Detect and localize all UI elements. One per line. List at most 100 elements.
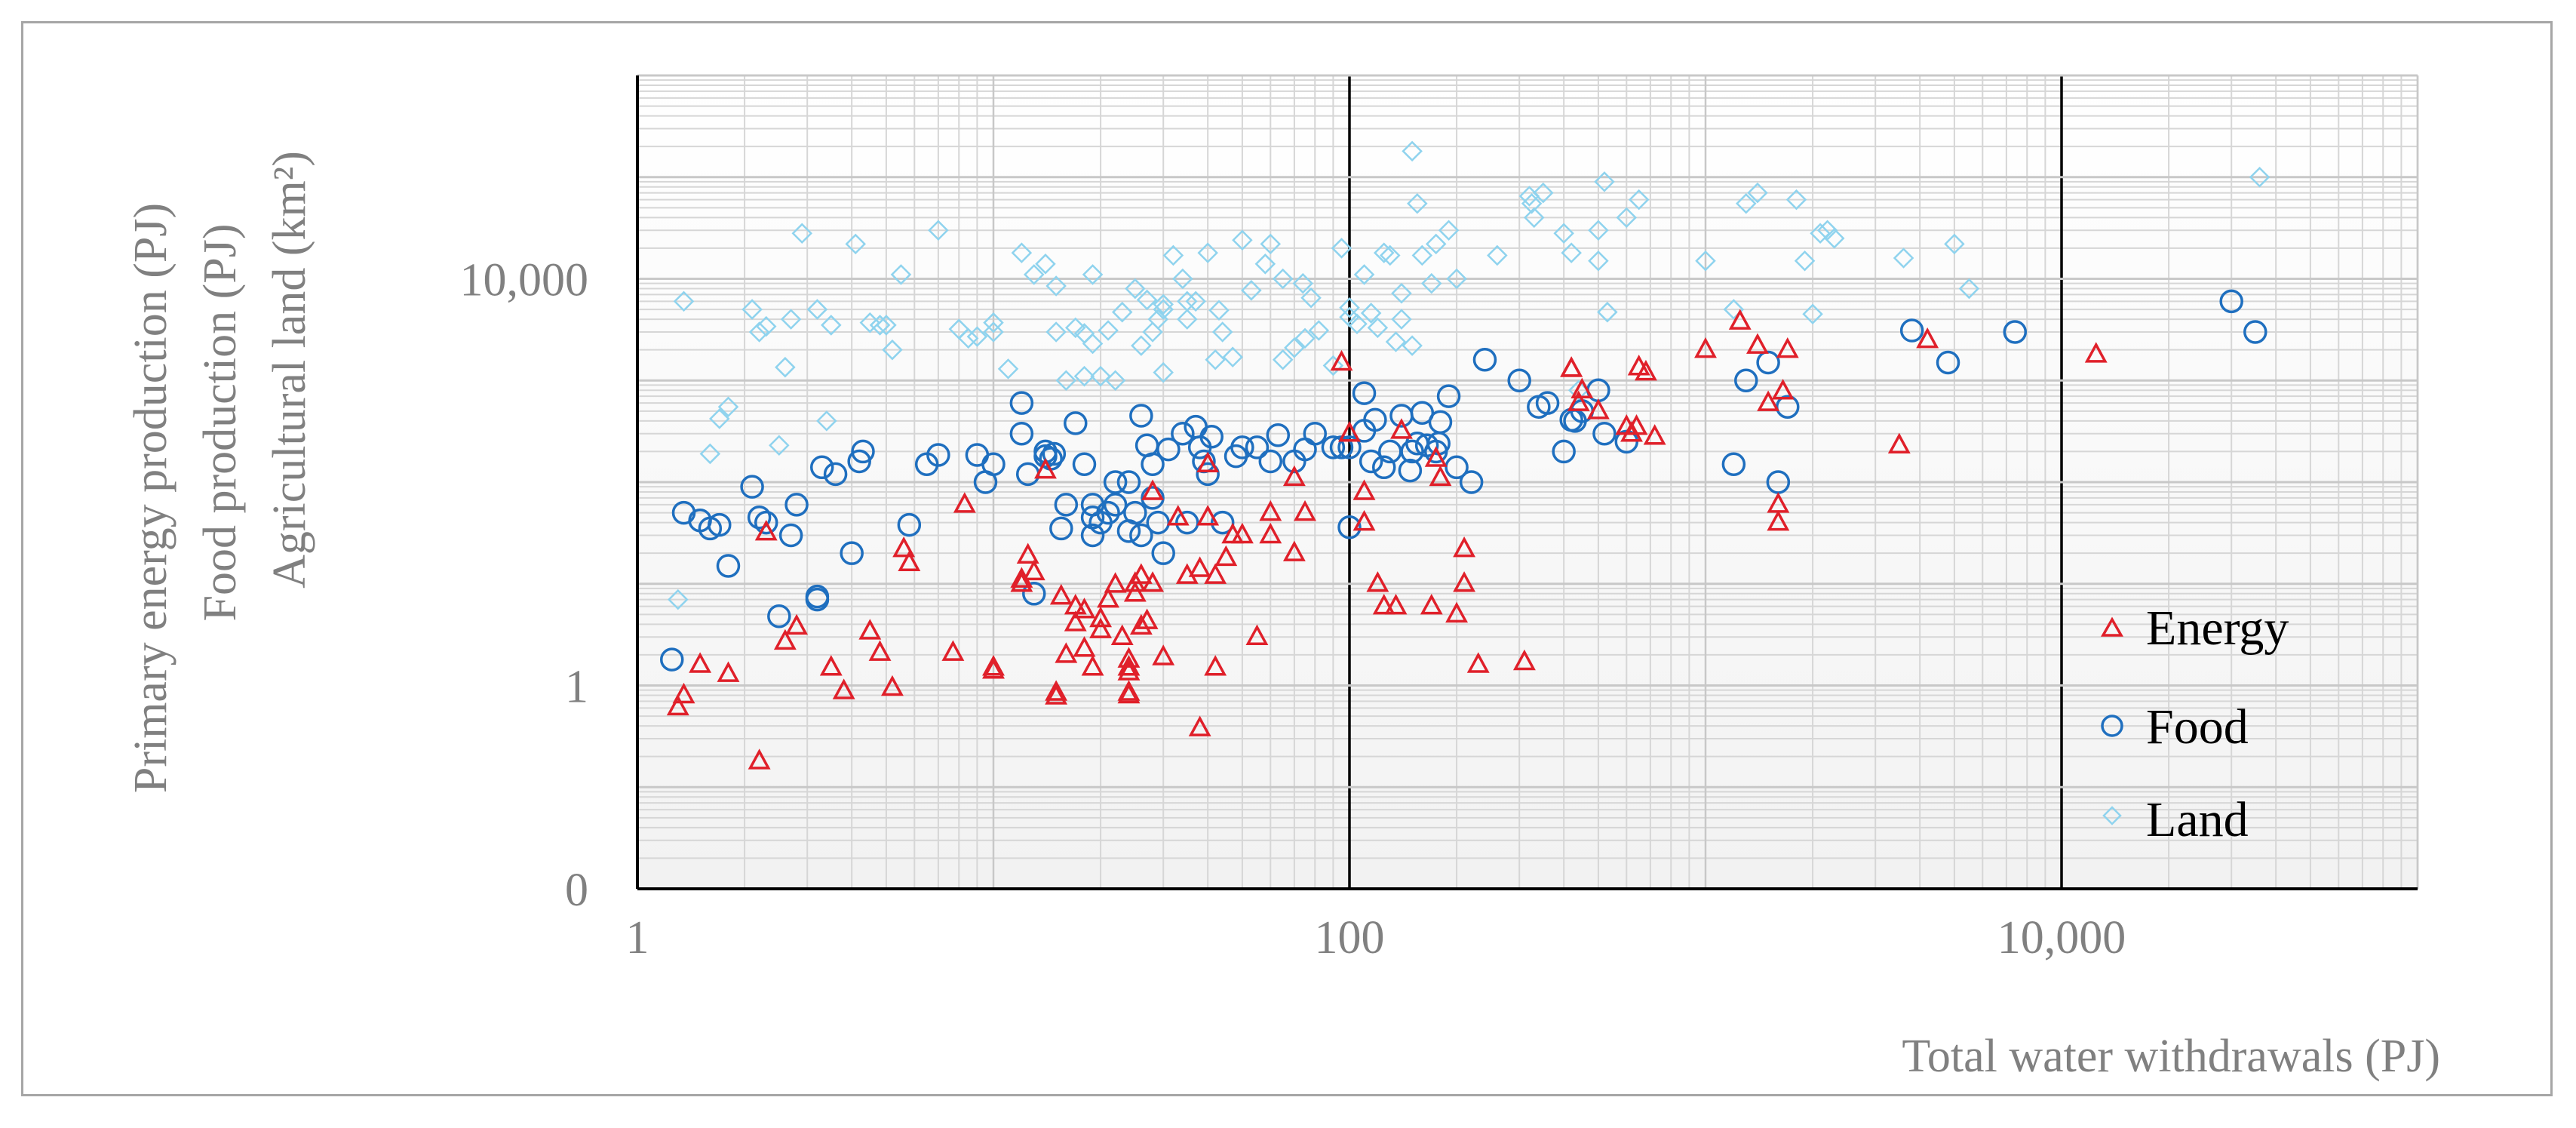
energy-point xyxy=(689,652,712,673)
x-tick-label: 10,000 xyxy=(1997,912,2126,964)
energy-point xyxy=(982,655,1005,676)
energy-point xyxy=(1073,636,1096,657)
chart-frame xyxy=(21,21,2553,1096)
land-point xyxy=(1185,290,1206,312)
land-point xyxy=(869,315,891,336)
land-point xyxy=(1211,321,1233,343)
energy-point xyxy=(1424,446,1448,467)
energy-point xyxy=(666,694,689,716)
x-axis-title: Total water withdrawals (PJ) xyxy=(1902,1031,2440,1082)
axes xyxy=(636,75,2418,890)
energy-point xyxy=(1445,601,1469,623)
energy-point xyxy=(1372,593,1395,615)
land-point xyxy=(1331,238,1352,259)
land-point xyxy=(1723,299,1745,320)
land-point xyxy=(1011,242,1033,263)
land-point xyxy=(1208,300,1230,321)
energy-point xyxy=(1625,414,1648,435)
land-point xyxy=(1944,233,1965,255)
land-point xyxy=(1272,349,1294,370)
land-point xyxy=(1162,244,1184,266)
legend-marker-land xyxy=(2102,806,2122,825)
land-point xyxy=(1232,229,1253,251)
food-point xyxy=(1592,421,1617,446)
food-point xyxy=(1266,423,1291,447)
land-point xyxy=(1616,207,1638,229)
land-point xyxy=(1241,280,1262,301)
land-point xyxy=(1438,220,1460,241)
y-tick-label: 1 xyxy=(565,662,588,713)
y-tick-label: 0 xyxy=(565,865,588,916)
energy-point xyxy=(1129,563,1153,584)
land-point xyxy=(1597,301,1618,323)
food-point xyxy=(1359,449,1383,474)
food-point xyxy=(1321,435,1346,459)
land-point xyxy=(1353,264,1375,285)
food-point xyxy=(1129,523,1153,548)
energy-point xyxy=(1512,649,1536,671)
energy-point xyxy=(1123,581,1147,602)
land-point xyxy=(755,315,777,337)
land-point xyxy=(876,315,897,336)
land-point xyxy=(1958,278,1980,300)
land-point xyxy=(1136,289,1158,311)
land-point xyxy=(1391,309,1412,330)
legend-item-energy: Energy xyxy=(2100,601,2289,656)
land-point xyxy=(1747,182,1768,204)
food-point xyxy=(1054,493,1079,517)
energy-point xyxy=(1230,522,1254,544)
food-point xyxy=(659,647,684,672)
food-point xyxy=(1721,452,1746,477)
energy-point xyxy=(898,550,921,571)
land-point xyxy=(699,443,721,465)
land-point xyxy=(1594,171,1615,192)
energy-point xyxy=(1757,390,1780,411)
land-point xyxy=(928,220,949,241)
land-point xyxy=(821,315,842,336)
food-point xyxy=(1899,318,1924,343)
land-point xyxy=(1104,370,1126,392)
energy-point xyxy=(1282,465,1306,487)
land-point xyxy=(1308,320,1330,341)
legend-item-food: Food xyxy=(2101,699,2249,755)
energy-point xyxy=(1453,571,1476,592)
land-point xyxy=(1360,303,1382,324)
food-point xyxy=(740,475,764,499)
food-point xyxy=(809,455,834,480)
food-point xyxy=(1472,347,1497,372)
energy-point xyxy=(1064,593,1087,615)
energy-point xyxy=(2084,342,2108,363)
food-point xyxy=(1552,439,1576,464)
land-point xyxy=(1172,268,1193,290)
land-point xyxy=(2249,166,2271,188)
energy-point xyxy=(1022,559,1045,581)
food-point xyxy=(754,510,778,535)
energy-point xyxy=(1887,432,1911,454)
land-point xyxy=(1205,349,1226,370)
land-point xyxy=(1035,254,1056,275)
energy-point xyxy=(773,629,797,650)
land-point xyxy=(1339,297,1360,318)
energy-point xyxy=(941,640,965,661)
land-point xyxy=(1346,313,1368,335)
land-point xyxy=(1153,294,1174,315)
land-point xyxy=(1402,335,1423,356)
land-point xyxy=(1411,244,1433,266)
land-point xyxy=(1367,317,1389,339)
energy-point xyxy=(1045,680,1068,701)
y-axis-title: Primary energy production (PJ) Food prod… xyxy=(125,151,315,793)
land-point xyxy=(1065,317,1086,339)
energy-point xyxy=(881,675,904,696)
land-point xyxy=(709,408,730,429)
energy-point xyxy=(1567,390,1590,411)
x-tick-label: 100 xyxy=(1315,912,1385,964)
land-point xyxy=(1197,242,1218,263)
land-point xyxy=(1111,301,1133,323)
series-energy xyxy=(666,309,2108,770)
land-point xyxy=(1284,337,1305,358)
land-point xyxy=(1322,355,1344,377)
energy-point xyxy=(1330,349,1353,371)
land-point xyxy=(997,358,1019,380)
energy-point xyxy=(1366,571,1389,592)
energy-point xyxy=(1089,606,1113,628)
